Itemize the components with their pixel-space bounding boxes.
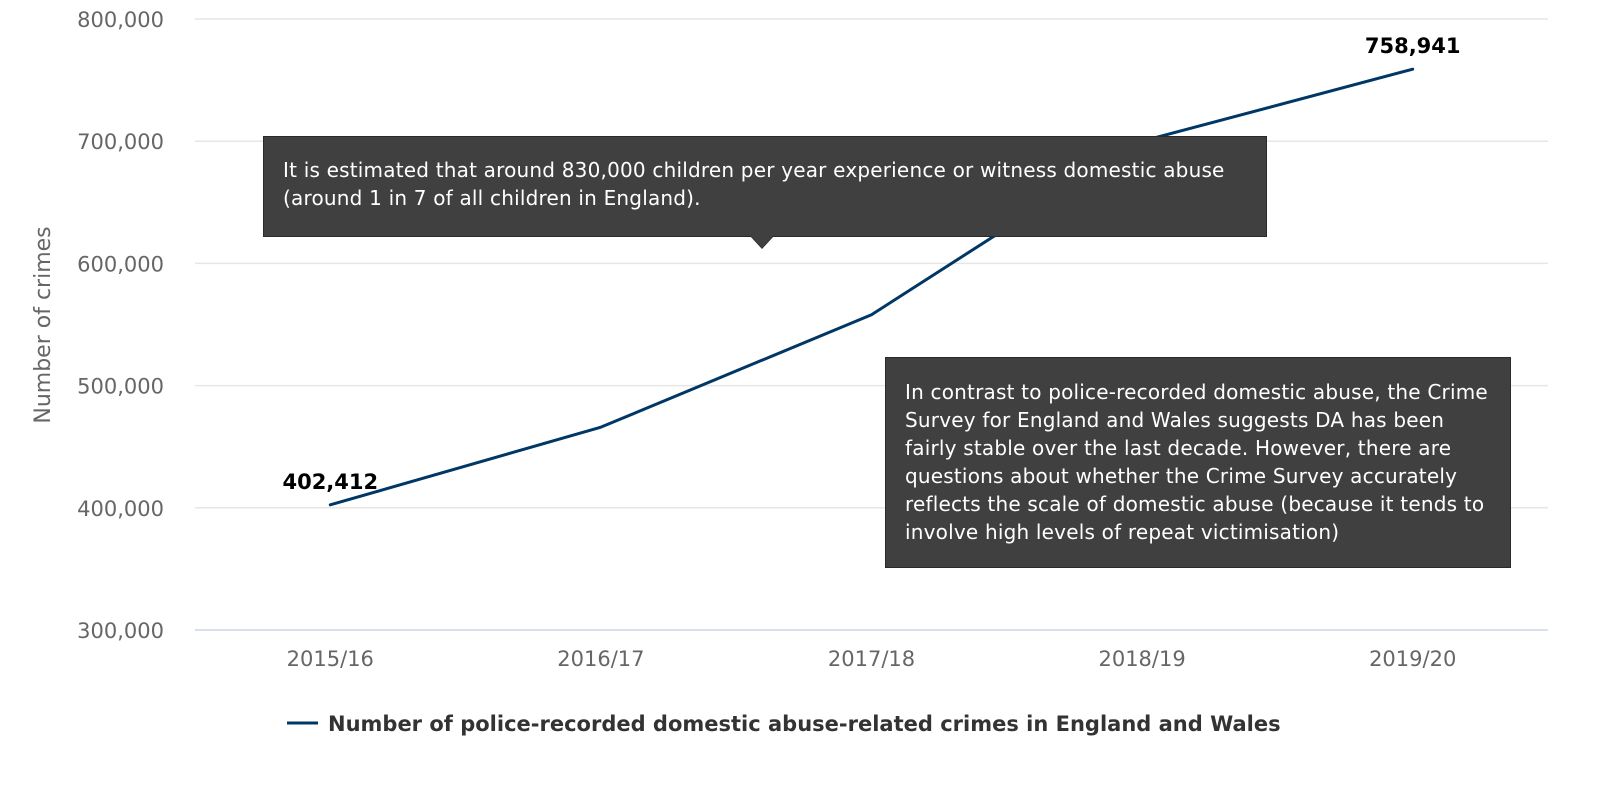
y-tick-label: 700,000 (77, 130, 164, 154)
legend-label[interactable]: Number of police-recorded domestic abuse… (328, 712, 1281, 736)
annotation-text-crime-survey: In contrast to police-recorded domestic … (905, 378, 1494, 546)
x-tick-label: 2015/16 (287, 647, 374, 671)
x-tick-label: 2017/18 (828, 647, 915, 671)
annotation-box-children: It is estimated that around 830,000 chil… (263, 136, 1267, 237)
annotation-text-children: It is estimated that around 830,000 chil… (283, 156, 1266, 212)
x-tick-label: 2019/20 (1369, 647, 1456, 671)
legend[interactable]: Number of police-recorded domestic abuse… (287, 712, 1281, 736)
y-axis-label: Number of crimes (31, 226, 56, 423)
y-tick-label: 300,000 (77, 619, 164, 643)
annotation-box-crime-survey: In contrast to police-recorded domestic … (885, 357, 1511, 568)
x-tick-label: 2016/17 (557, 647, 644, 671)
y-tick-label: 800,000 (77, 8, 164, 32)
y-tick-label: 400,000 (77, 497, 164, 521)
data-label: 402,412 (282, 470, 378, 494)
x-axis-tick-labels: 2015/16 2016/17 2017/18 2018/19 2019/20 (287, 647, 1457, 671)
data-label: 758,941 (1365, 34, 1461, 58)
annotation-pointer (751, 236, 773, 248)
y-tick-label: 600,000 (77, 252, 164, 276)
y-axis-tick-labels: 300,000 400,000 500,000 600,000 700,000 800,0… (77, 8, 164, 643)
x-tick-label: 2018/19 (1098, 647, 1185, 671)
y-tick-label: 500,000 (77, 375, 164, 399)
